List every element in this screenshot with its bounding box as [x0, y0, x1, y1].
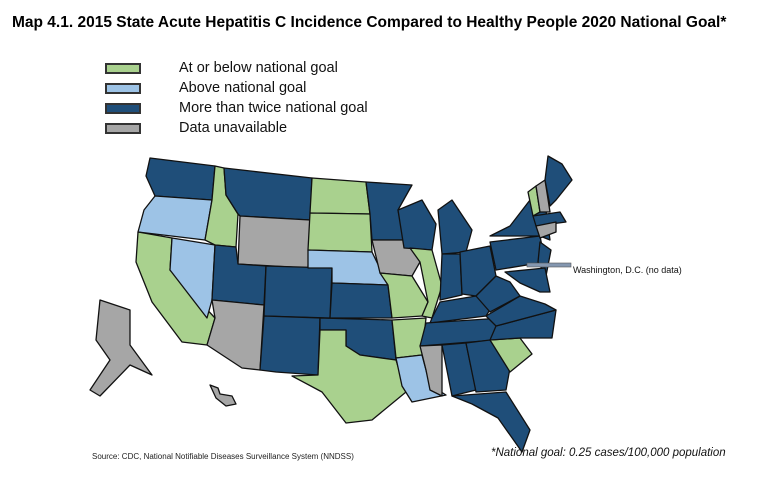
dc-leader-line — [526, 262, 572, 268]
state-wa — [145, 157, 216, 201]
legend-label: Above national goal — [179, 80, 307, 96]
legend-swatch — [105, 122, 141, 134]
legend-item-na: Data unavailable — [105, 118, 368, 138]
legend-label: Data unavailable — [179, 120, 288, 136]
state-nv — [169, 237, 216, 319]
state-md — [504, 267, 551, 293]
state-az — [206, 299, 265, 371]
legend-swatch — [105, 102, 141, 114]
state-or — [137, 195, 213, 241]
state-co — [263, 265, 333, 319]
state-ks — [329, 282, 393, 319]
state-nm — [259, 315, 321, 376]
state-nh — [535, 179, 551, 213]
map-title: Map 4.1. 2015 State Acute Hepatitis C In… — [12, 14, 727, 31]
legend: At or below national goal Above national… — [105, 58, 368, 138]
state-me — [544, 155, 573, 207]
state-mi — [437, 199, 473, 255]
legend-item-below: At or below national goal — [105, 58, 368, 78]
state-wy — [237, 215, 311, 269]
state-ma — [532, 211, 567, 227]
state-in — [439, 253, 463, 301]
state-sd — [307, 212, 373, 253]
legend-swatch — [105, 82, 141, 94]
source-note: Source: CDC, National Notifiable Disease… — [92, 452, 354, 461]
dc-label: Washington, D.C. (no data) — [573, 265, 682, 275]
legend-label: More than twice national goal — [179, 100, 368, 116]
state-wi — [397, 199, 437, 251]
legend-label: At or below national goal — [179, 60, 338, 76]
national-goal-footnote: *National goal: 0.25 cases/100,000 popul… — [491, 447, 726, 459]
state-hi — [209, 384, 237, 407]
state-wv — [475, 275, 521, 313]
legend-item-twice: More than twice national goal — [105, 98, 368, 118]
state-tx — [291, 329, 407, 424]
state-ct — [535, 221, 557, 239]
legend-swatch — [105, 62, 141, 74]
state-ms — [419, 344, 443, 397]
state-fl — [451, 391, 531, 453]
state-il — [409, 247, 443, 319]
legend-item-above: Above national goal — [105, 78, 368, 98]
state-mt — [223, 167, 313, 221]
state-nd — [309, 177, 371, 215]
state-ak — [89, 299, 153, 397]
